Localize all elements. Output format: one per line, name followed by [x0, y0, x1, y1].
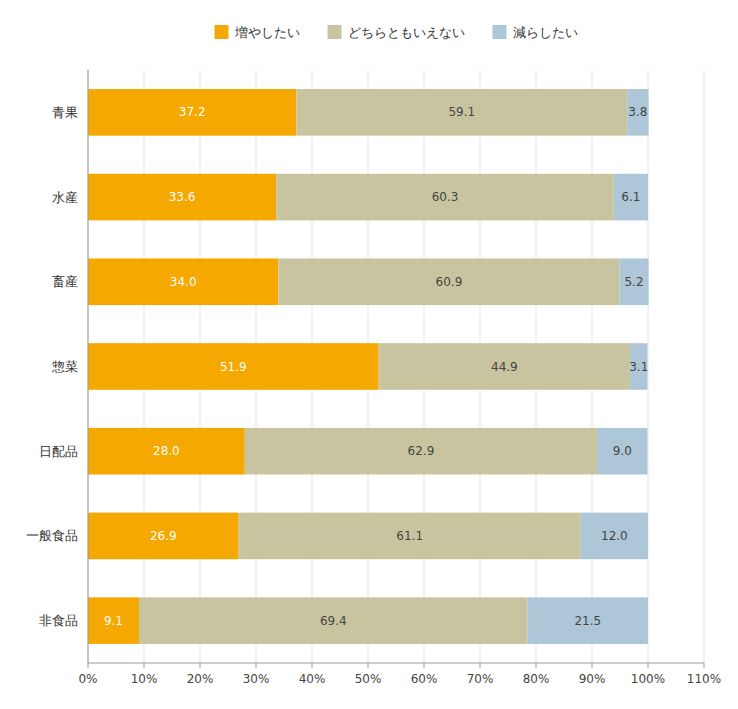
x-tick [536, 663, 537, 668]
grid [88, 70, 704, 663]
bar [276, 174, 614, 221]
data-label: 21.5 [574, 614, 601, 628]
x-tick [256, 663, 257, 668]
x-tick-label: 20% [187, 672, 214, 686]
data-label: 9.1 [104, 614, 123, 628]
data-label: 69.4 [320, 614, 347, 628]
legend: 増やしたい どちらともいえない 減らしたい [215, 25, 578, 40]
category-label: 一般食品 [26, 528, 78, 543]
axes: 0% 10% 20% 30% 40% 50% 60% 70% 80% 90% 100% 110% 青果水… [26, 70, 721, 686]
data-label: 12.0 [601, 529, 628, 543]
category-label: 青果 [52, 105, 78, 120]
bar [614, 174, 648, 221]
data-label: 60.9 [436, 275, 463, 289]
legend-swatch [328, 25, 342, 39]
x-tick-label: 10% [131, 672, 158, 686]
x-tick-label: 0% [78, 672, 97, 686]
x-tick-label: 80% [523, 672, 550, 686]
bar [88, 343, 379, 390]
bar [88, 513, 239, 560]
bar [630, 343, 647, 390]
category-label: 非食品 [39, 613, 78, 628]
x-tick-label: 110% [687, 672, 721, 686]
bar [379, 343, 630, 390]
bar [88, 258, 278, 305]
x-axis-line [88, 663, 704, 664]
x-tick-label: 90% [579, 672, 606, 686]
x-tick [200, 663, 201, 668]
data-label: 59.1 [448, 105, 475, 119]
x-tick-label: 70% [467, 672, 494, 686]
data-label: 33.6 [169, 190, 196, 204]
data-label: 3.8 [628, 105, 647, 119]
data-label: 37.2 [179, 105, 206, 119]
category-label: 畜産 [52, 274, 78, 289]
x-tick-label: 50% [355, 672, 382, 686]
bar [88, 597, 139, 644]
bar [88, 174, 276, 221]
grid-line [88, 70, 89, 663]
data-label: 61.1 [396, 529, 423, 543]
bar [619, 258, 648, 305]
data-label: 34.0 [170, 275, 197, 289]
data-label: 26.9 [150, 529, 177, 543]
category-label: 日配品 [39, 444, 78, 459]
x-tick-label: 30% [243, 672, 270, 686]
x-tick [592, 663, 593, 668]
x-tick [368, 663, 369, 668]
category-label: 水産 [52, 190, 78, 205]
bar [139, 597, 528, 644]
bar [597, 428, 647, 475]
category-label: 惣菜 [51, 359, 78, 374]
bar [581, 513, 648, 560]
y-axis-line [88, 70, 89, 663]
grid-line [704, 70, 705, 663]
bar [239, 513, 581, 560]
bar [278, 258, 619, 305]
data-label: 6.1 [621, 190, 640, 204]
x-tick [88, 663, 89, 668]
x-tick [480, 663, 481, 668]
x-tick [424, 663, 425, 668]
data-label: 28.0 [153, 444, 180, 458]
data-label: 5.2 [624, 275, 643, 289]
x-tick [648, 663, 649, 668]
bar [528, 597, 648, 644]
data-label: 51.9 [220, 360, 247, 374]
data-label: 44.9 [491, 360, 518, 374]
legend-swatch [215, 25, 229, 39]
data-labels: 37.2 33.6 34.0 51.9 28.0 26.9 9.1 59.1 60.3 60.9 4… [104, 105, 648, 627]
x-tick-label: 60% [411, 672, 438, 686]
legend-label: どちらともいえない [348, 25, 465, 40]
chart: 37.2 33.6 34.0 51.9 28.0 26.9 9.1 59.1 60.3 60.9 4… [0, 0, 738, 709]
bar [627, 89, 648, 136]
x-tick-label: 100% [631, 672, 665, 686]
bars [88, 89, 649, 644]
data-label: 60.3 [432, 190, 459, 204]
data-label: 62.9 [408, 444, 435, 458]
x-tick [704, 663, 705, 668]
bar [245, 428, 597, 475]
x-tick [312, 663, 313, 668]
bar [88, 89, 296, 136]
data-label: 9.0 [613, 444, 632, 458]
bar [296, 89, 627, 136]
legend-label: 減らしたい [513, 25, 578, 40]
legend-swatch [493, 25, 507, 39]
data-label: 3.1 [629, 360, 648, 374]
legend-label: 増やしたい [234, 25, 300, 40]
x-tick [144, 663, 145, 668]
x-tick-label: 40% [299, 672, 326, 686]
bar [88, 428, 245, 475]
